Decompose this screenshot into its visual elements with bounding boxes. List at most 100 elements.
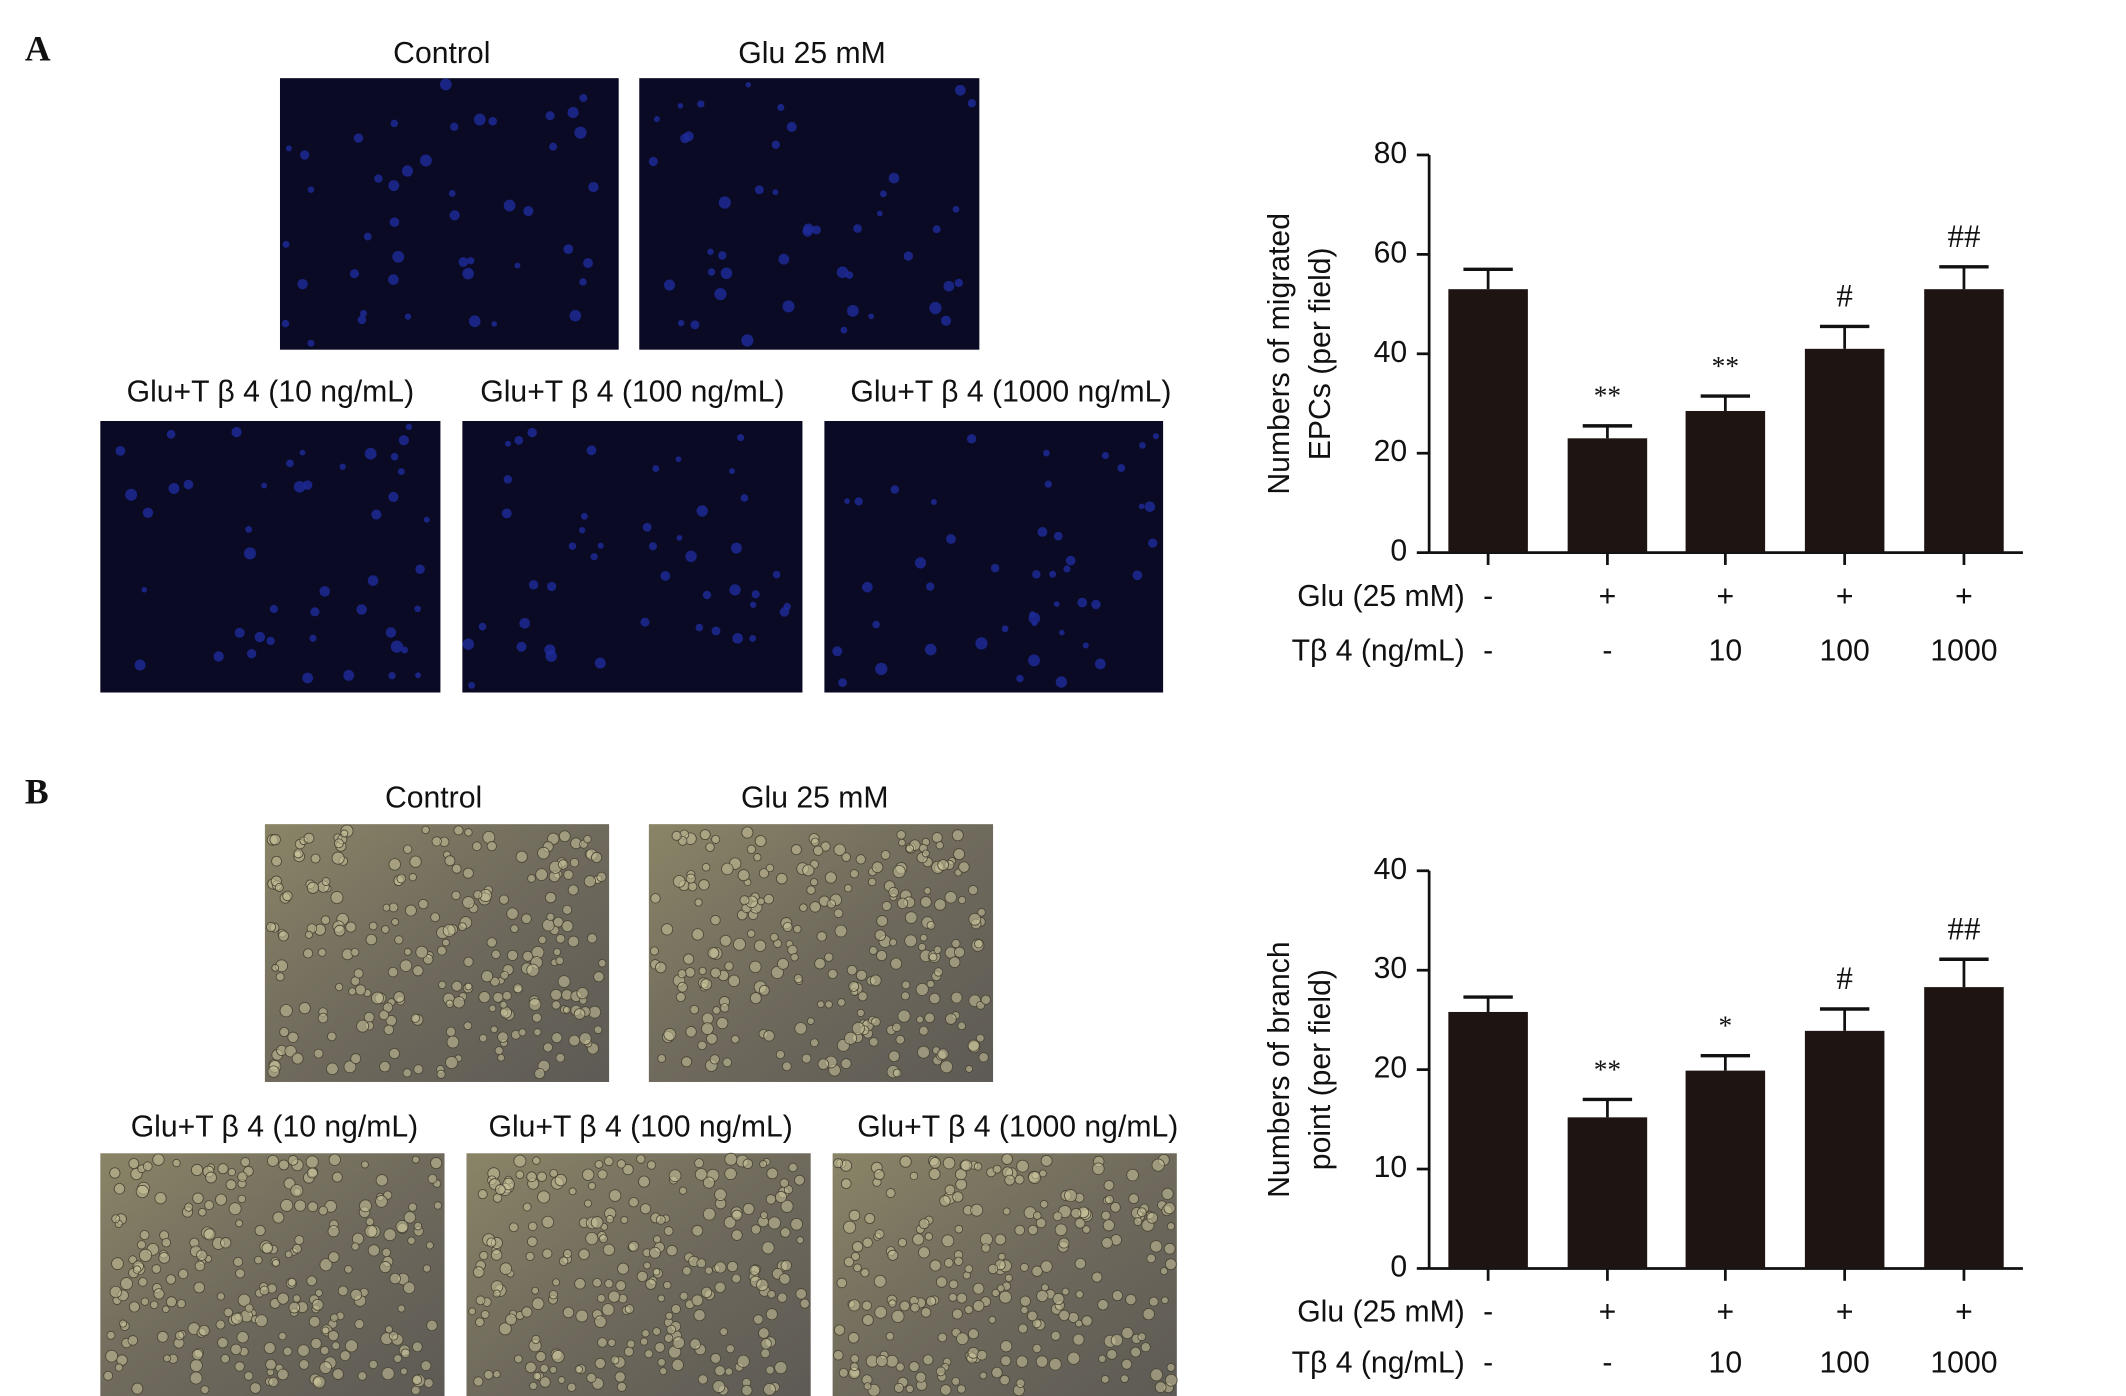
cell [732,632,743,644]
cell [648,156,658,167]
cell [532,1371,542,1381]
cell [153,1288,165,1300]
cell [663,1333,674,1343]
cell [288,1301,301,1314]
cell [817,1058,830,1070]
cell [765,1308,778,1321]
micrograph [648,824,994,1082]
cell [869,974,882,987]
cell [234,627,245,638]
bar [1448,1011,1528,1269]
cell [975,1033,985,1043]
cell [203,1228,216,1241]
cell [200,1385,210,1395]
cell [502,990,512,1001]
cell [436,945,447,956]
cell [379,1060,391,1073]
cell [650,893,661,904]
cell [1126,1168,1139,1182]
cell [846,305,859,317]
cell [624,1304,635,1314]
cell [602,1243,616,1256]
cell [553,947,562,956]
cell [1074,1257,1087,1270]
cell [492,991,504,1003]
cell [506,907,519,920]
cell [311,1298,324,1311]
significance: ## [1948,219,1981,255]
cell [235,1219,244,1228]
x-tick-label: - [1483,580,1493,613]
cell [486,937,497,948]
cell [771,140,780,149]
cell [769,932,779,942]
cell [306,1167,318,1179]
cell [353,133,364,143]
cell [1125,1293,1137,1306]
cell [220,1237,232,1249]
cell [302,672,314,684]
cell [388,1331,399,1341]
cell [786,121,797,132]
cell [388,491,399,503]
cell [745,81,752,88]
cell [991,1366,1003,1379]
cell [105,1349,119,1363]
cell [660,923,674,936]
cell [718,251,727,260]
cell [309,634,317,642]
cell [657,1294,666,1303]
cell [833,843,846,856]
cell [375,1174,389,1187]
cell [941,1234,955,1248]
cell [494,1046,504,1056]
cell [388,1047,400,1060]
cell [684,967,696,978]
cell [486,841,497,852]
cell [847,1332,860,1344]
cell [395,1220,409,1234]
cell [419,154,432,167]
cell [445,1026,456,1037]
cell [438,980,447,990]
cell [165,1274,177,1285]
cell [109,1285,122,1299]
cell [720,267,733,280]
cell [293,480,306,493]
cell [903,251,914,261]
y-axis-label: Numbers of migrated [1263,213,1296,495]
cell [317,948,327,957]
micrograph [466,1152,811,1396]
cell [339,463,346,470]
cell [767,1216,781,1230]
y-tick-label: 0 [1390,535,1407,568]
cell [1052,1211,1063,1222]
cell [478,991,491,1004]
cell [527,874,536,883]
cell [1027,1310,1038,1322]
cell [876,915,889,927]
cell [770,965,784,979]
cell [306,881,319,894]
cell [1020,1305,1029,1315]
cell [885,1331,895,1341]
cell [541,1215,555,1229]
cell [816,1000,825,1009]
cell [119,1319,128,1328]
cell [481,970,494,983]
cell [604,1279,614,1289]
cell [875,662,888,676]
cell [668,1169,682,1183]
cell [857,991,868,1002]
cell [267,1065,280,1078]
cell [917,1045,930,1059]
cell [967,1328,979,1340]
cell [636,1154,646,1164]
cell [719,934,732,947]
cell [608,1189,622,1202]
cell [449,210,460,221]
cell [392,250,405,263]
cell [357,1371,367,1381]
cell [954,84,966,96]
cell [597,1169,608,1180]
